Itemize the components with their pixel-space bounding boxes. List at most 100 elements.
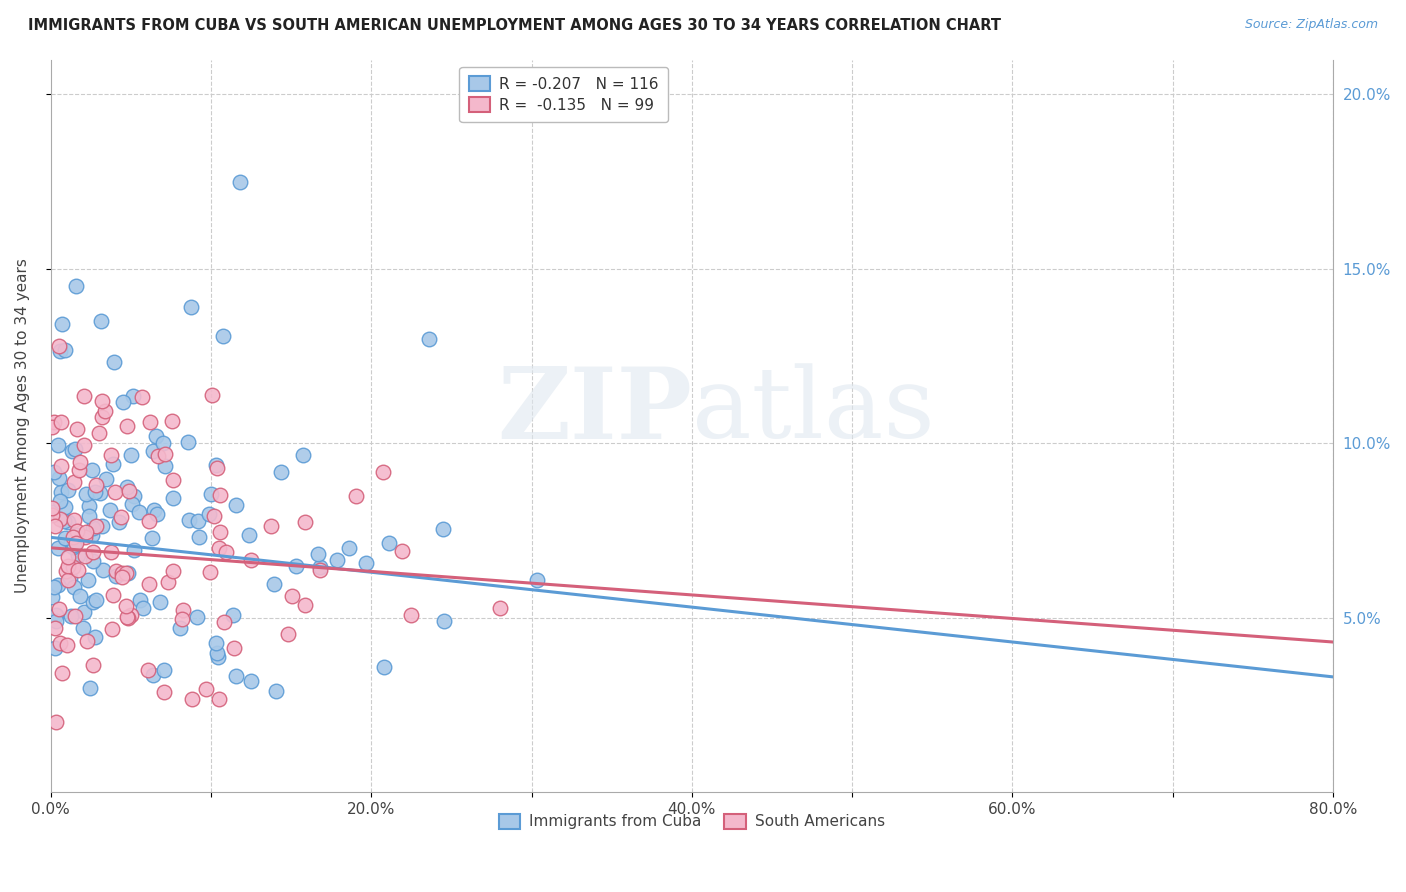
Point xyxy=(208,541,231,555)
Point xyxy=(172,602,194,616)
Point xyxy=(122,543,145,558)
Point xyxy=(67,462,90,476)
Point xyxy=(46,541,69,555)
Point xyxy=(117,483,139,498)
Point xyxy=(209,488,232,502)
Point xyxy=(51,666,73,681)
Point xyxy=(117,610,139,624)
Point xyxy=(56,558,79,573)
Point xyxy=(105,565,128,579)
Point xyxy=(98,503,121,517)
Point xyxy=(225,669,247,683)
Point xyxy=(51,484,73,499)
Point xyxy=(59,609,82,624)
Point xyxy=(82,657,104,672)
Point xyxy=(51,317,73,331)
Point xyxy=(65,422,87,436)
Point xyxy=(65,535,87,549)
Point xyxy=(201,388,224,402)
Point xyxy=(401,608,423,623)
Point xyxy=(44,519,66,533)
Point xyxy=(142,668,165,682)
Point xyxy=(326,553,349,567)
Point xyxy=(66,563,89,577)
Point xyxy=(73,530,96,544)
Point xyxy=(73,605,96,619)
Point xyxy=(72,621,94,635)
Point xyxy=(76,573,98,587)
Point xyxy=(77,508,100,523)
Point xyxy=(124,489,146,503)
Point xyxy=(90,409,112,424)
Point xyxy=(198,565,221,579)
Point xyxy=(162,473,184,487)
Text: atlas: atlas xyxy=(692,363,935,459)
Point xyxy=(44,580,66,594)
Point xyxy=(128,593,150,607)
Point xyxy=(93,563,115,577)
Point xyxy=(162,564,184,578)
Point xyxy=(141,531,163,545)
Point xyxy=(48,344,70,359)
Point xyxy=(82,553,104,567)
Point xyxy=(198,507,221,521)
Point xyxy=(45,614,67,628)
Point xyxy=(44,621,66,635)
Point xyxy=(177,513,200,527)
Point xyxy=(149,595,172,609)
Point xyxy=(89,426,111,441)
Point xyxy=(270,465,292,479)
Point xyxy=(205,461,228,475)
Point xyxy=(80,463,103,477)
Point xyxy=(69,589,91,603)
Point xyxy=(225,498,247,512)
Point xyxy=(187,514,209,528)
Point xyxy=(41,591,63,605)
Point xyxy=(142,443,165,458)
Point xyxy=(309,562,332,576)
Point xyxy=(59,571,82,585)
Point xyxy=(42,465,65,479)
Point xyxy=(152,436,174,450)
Point xyxy=(66,548,89,562)
Point xyxy=(94,472,117,486)
Point xyxy=(100,448,122,462)
Point xyxy=(229,175,252,189)
Point xyxy=(212,615,235,629)
Point xyxy=(49,511,72,525)
Point xyxy=(117,566,139,581)
Point xyxy=(111,394,134,409)
Point xyxy=(48,602,70,616)
Point xyxy=(277,627,299,641)
Point xyxy=(82,521,104,535)
Point xyxy=(62,513,84,527)
Point xyxy=(280,589,302,603)
Point xyxy=(240,673,263,688)
Point xyxy=(115,418,138,433)
Point xyxy=(90,394,112,409)
Point xyxy=(221,608,243,623)
Point xyxy=(53,532,76,546)
Point xyxy=(44,641,66,656)
Point xyxy=(49,415,72,429)
Point xyxy=(42,505,65,519)
Point xyxy=(309,559,332,574)
Point xyxy=(49,636,72,650)
Point xyxy=(110,510,132,524)
Point xyxy=(60,444,83,458)
Text: ZIP: ZIP xyxy=(496,363,692,459)
Point xyxy=(51,459,73,474)
Point xyxy=(41,420,63,434)
Point xyxy=(138,514,160,528)
Point xyxy=(52,514,75,528)
Point xyxy=(65,442,87,457)
Point xyxy=(266,683,288,698)
Point xyxy=(62,580,84,594)
Point xyxy=(101,623,124,637)
Point xyxy=(62,540,84,554)
Point xyxy=(65,279,87,293)
Point xyxy=(136,663,159,677)
Point xyxy=(260,518,283,533)
Point xyxy=(49,493,72,508)
Point xyxy=(153,447,176,461)
